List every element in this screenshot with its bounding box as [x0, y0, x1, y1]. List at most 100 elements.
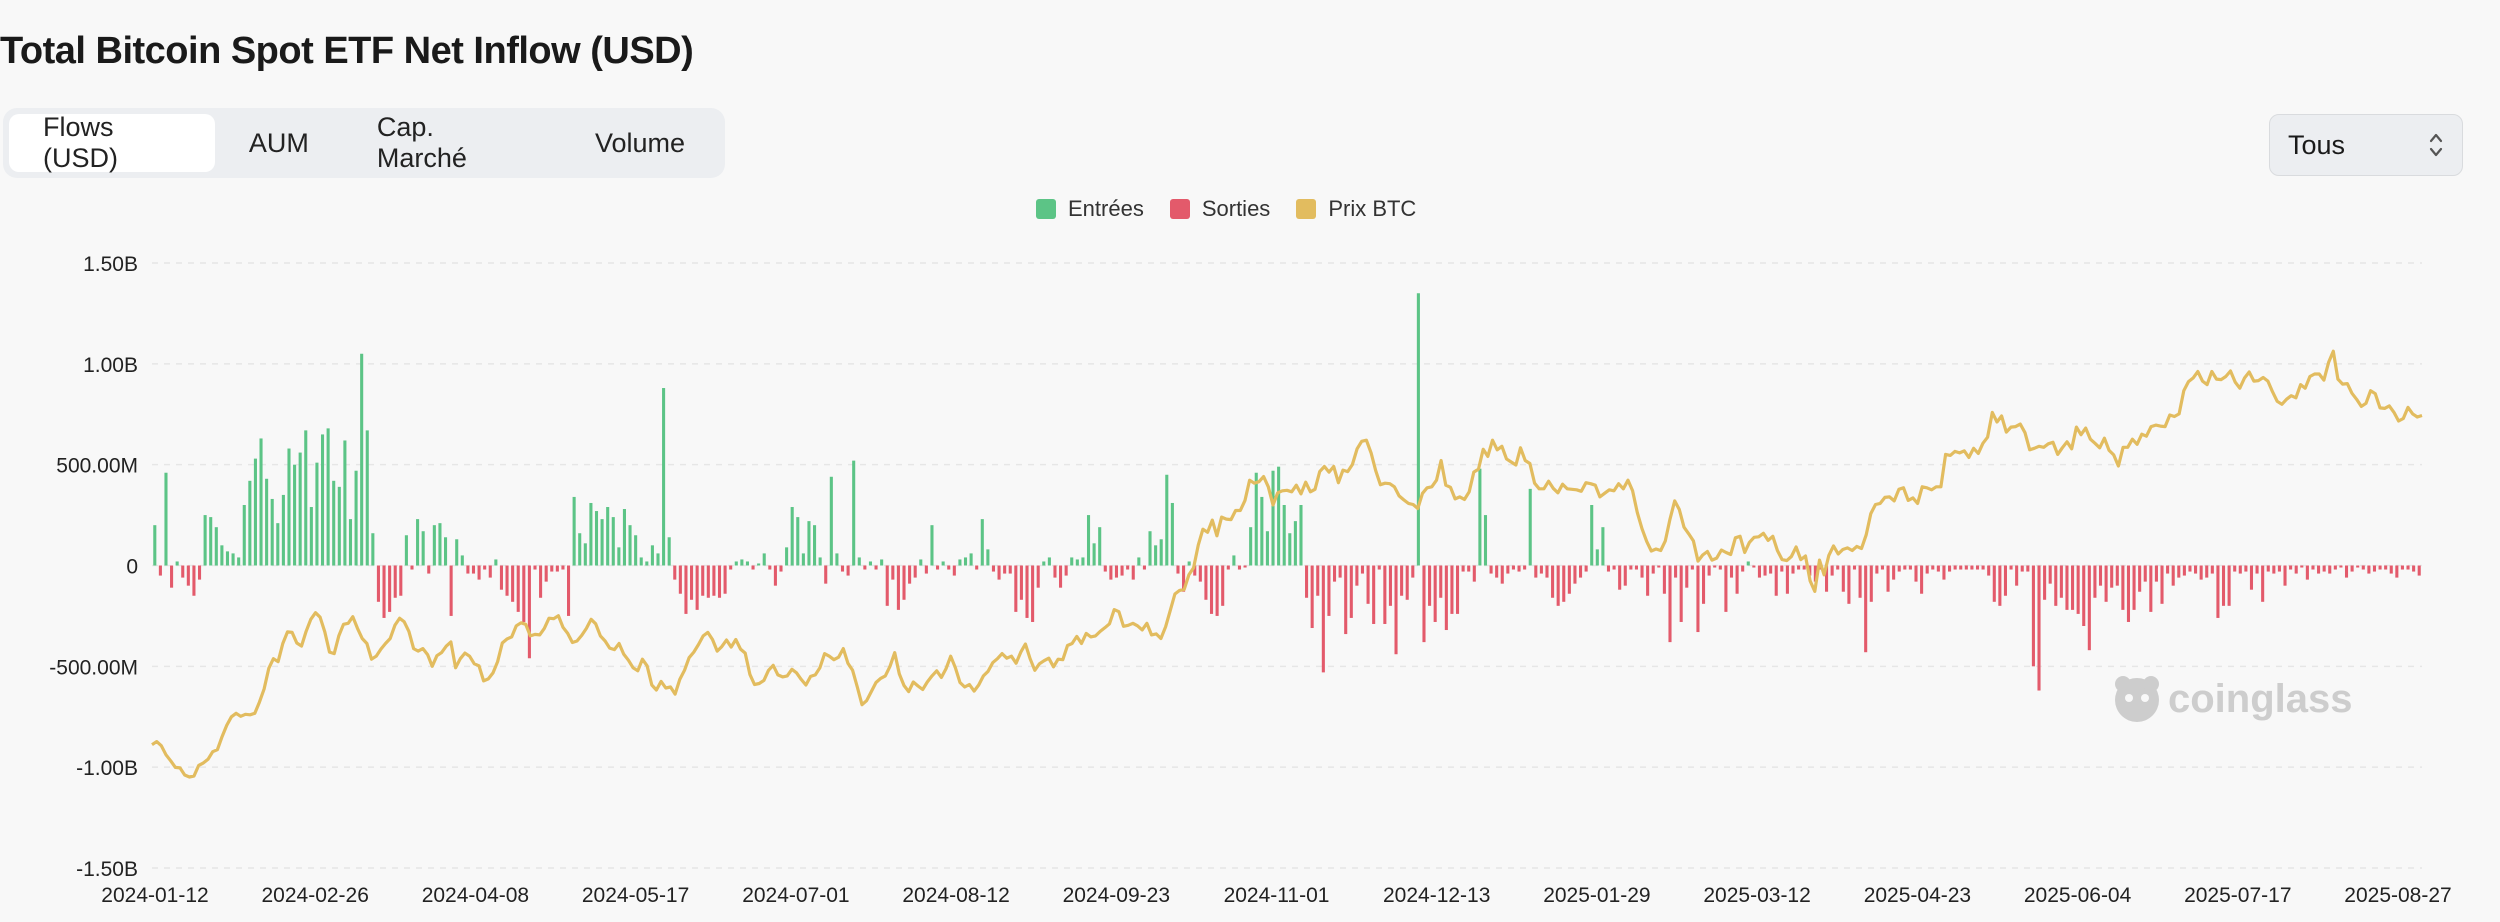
x-tick-label: 2024-01-12 [101, 884, 208, 907]
inflow-bar [404, 535, 408, 566]
inflow-bar [209, 517, 213, 566]
outflow-bar [1802, 565, 1806, 570]
tab-aum[interactable]: AUM [248, 127, 309, 158]
inflow-bar [829, 476, 833, 566]
coinglass-watermark: coinglass [2115, 676, 2353, 722]
inflow-bar [611, 517, 615, 566]
tab-volume[interactable]: Volume [594, 127, 685, 158]
outflow-bar [388, 565, 392, 612]
outflow-bar [1539, 565, 1543, 574]
outflow-bar [170, 565, 174, 588]
x-tick-label: 2025-08-27 [2344, 884, 2451, 907]
outflow-bar [2389, 565, 2393, 574]
inflow-bar [494, 559, 498, 566]
outflow-bar [2194, 565, 2198, 574]
outflow-bar [1651, 565, 1655, 574]
outflow-bar [1752, 565, 1756, 568]
outflow-bar [1366, 565, 1370, 604]
inflow-bar [416, 519, 420, 566]
legend-item-btc-price[interactable]: Prix BTC [1296, 196, 1416, 222]
outflow-bar [1897, 565, 1901, 572]
outflow-bar [1931, 565, 1935, 570]
inflow-bar [880, 559, 884, 566]
x-tick-label: 2024-05-17 [582, 884, 689, 907]
outflow-bar [466, 565, 470, 574]
x-tick-label: 2024-11-01 [1224, 884, 1330, 907]
outflow-bar [1327, 565, 1331, 616]
btc-price-line [151, 349, 2423, 779]
outflow-bar [1679, 565, 1683, 622]
inflow-bar [868, 561, 872, 566]
outflow-bar [902, 565, 906, 600]
inflow-bar [606, 507, 610, 566]
outflow-bar [2143, 565, 2147, 582]
outflow-bar [2227, 565, 2231, 606]
outflow-bar [1718, 565, 1722, 570]
outflow-bar [1237, 565, 1242, 570]
legend-item-outflows[interactable]: Sorties [1169, 196, 1270, 222]
outflow-bar [1690, 565, 1694, 570]
outflow-bar [1791, 565, 1795, 574]
outflow-bar [1053, 565, 1057, 578]
inflow-bar [1601, 527, 1605, 566]
inflow-bar [337, 486, 341, 566]
outflow-bar [706, 565, 710, 598]
outflow-bar [1534, 565, 1538, 578]
outflow-bar [2300, 565, 2304, 568]
inflow-bar [365, 430, 369, 566]
inflow-bar [734, 561, 738, 566]
outflow-bar [1014, 565, 1018, 612]
outflow-bar [1305, 565, 1309, 598]
inflow-bar [622, 509, 626, 566]
outflow-bar [673, 565, 677, 580]
outflow-bar [1310, 565, 1314, 629]
inflow-bar [287, 448, 291, 566]
outflow-bar [1226, 565, 1230, 570]
tab-market-cap[interactable]: Cap. Marché [376, 112, 467, 173]
outflow-bar [1003, 565, 1007, 574]
outflow-bar [1321, 565, 1325, 673]
outflow-bar [2417, 565, 2421, 576]
time-range-select[interactable]: Tous [2269, 114, 2463, 176]
outflow-bar [1360, 565, 1365, 574]
outflow-bar [885, 565, 889, 606]
outflow-bar [561, 565, 565, 570]
outflow-bar [197, 565, 202, 580]
inflow-bar [639, 557, 643, 566]
time-range-value: Tous [2288, 129, 2346, 160]
inflow-bar [578, 533, 582, 566]
outflow-bar [2015, 565, 2019, 586]
outflow-bar [1847, 565, 1851, 604]
outflow-bar [2216, 565, 2220, 618]
outflow-bar [1741, 565, 1745, 572]
inflow-bar [852, 460, 856, 566]
outflow-bar [1987, 565, 1991, 576]
outflow-bar [488, 565, 492, 578]
inflow-bar [1478, 468, 1482, 566]
outflow-bar [2048, 565, 2052, 584]
inflow-bar [438, 523, 442, 566]
outflow-bar [505, 565, 509, 596]
inflow-bar [1288, 533, 1292, 566]
inflow-bar [796, 517, 800, 566]
outflow-bar [1920, 565, 1924, 594]
chart-grid [152, 262, 2422, 869]
inflow-bar [969, 553, 973, 566]
outflow-bar [1836, 565, 1840, 570]
tab-flows-usd[interactable]: Flows (USD) [9, 112, 215, 173]
outflow-bar [192, 565, 196, 596]
outflow-bar [1662, 565, 1666, 594]
outflow-bar [1428, 565, 1432, 606]
outflow-bar [555, 565, 559, 572]
flows-chart: coinglass 1.50B 1.00B 500.00M 0 -500.00M -1.0… [49, 253, 2451, 907]
legend-item-inflows[interactable]: Entrées [1036, 196, 1144, 222]
outflow-bar [779, 565, 783, 572]
outflow-bar [717, 565, 722, 598]
inflow-bar [594, 511, 599, 566]
outflow-bar [2378, 565, 2382, 570]
outflow-bar [181, 565, 185, 578]
outflow-bar [2031, 565, 2035, 667]
outflow-bar [1019, 565, 1023, 600]
inflow-bar [835, 553, 839, 566]
outflow-bar [2003, 565, 2007, 596]
